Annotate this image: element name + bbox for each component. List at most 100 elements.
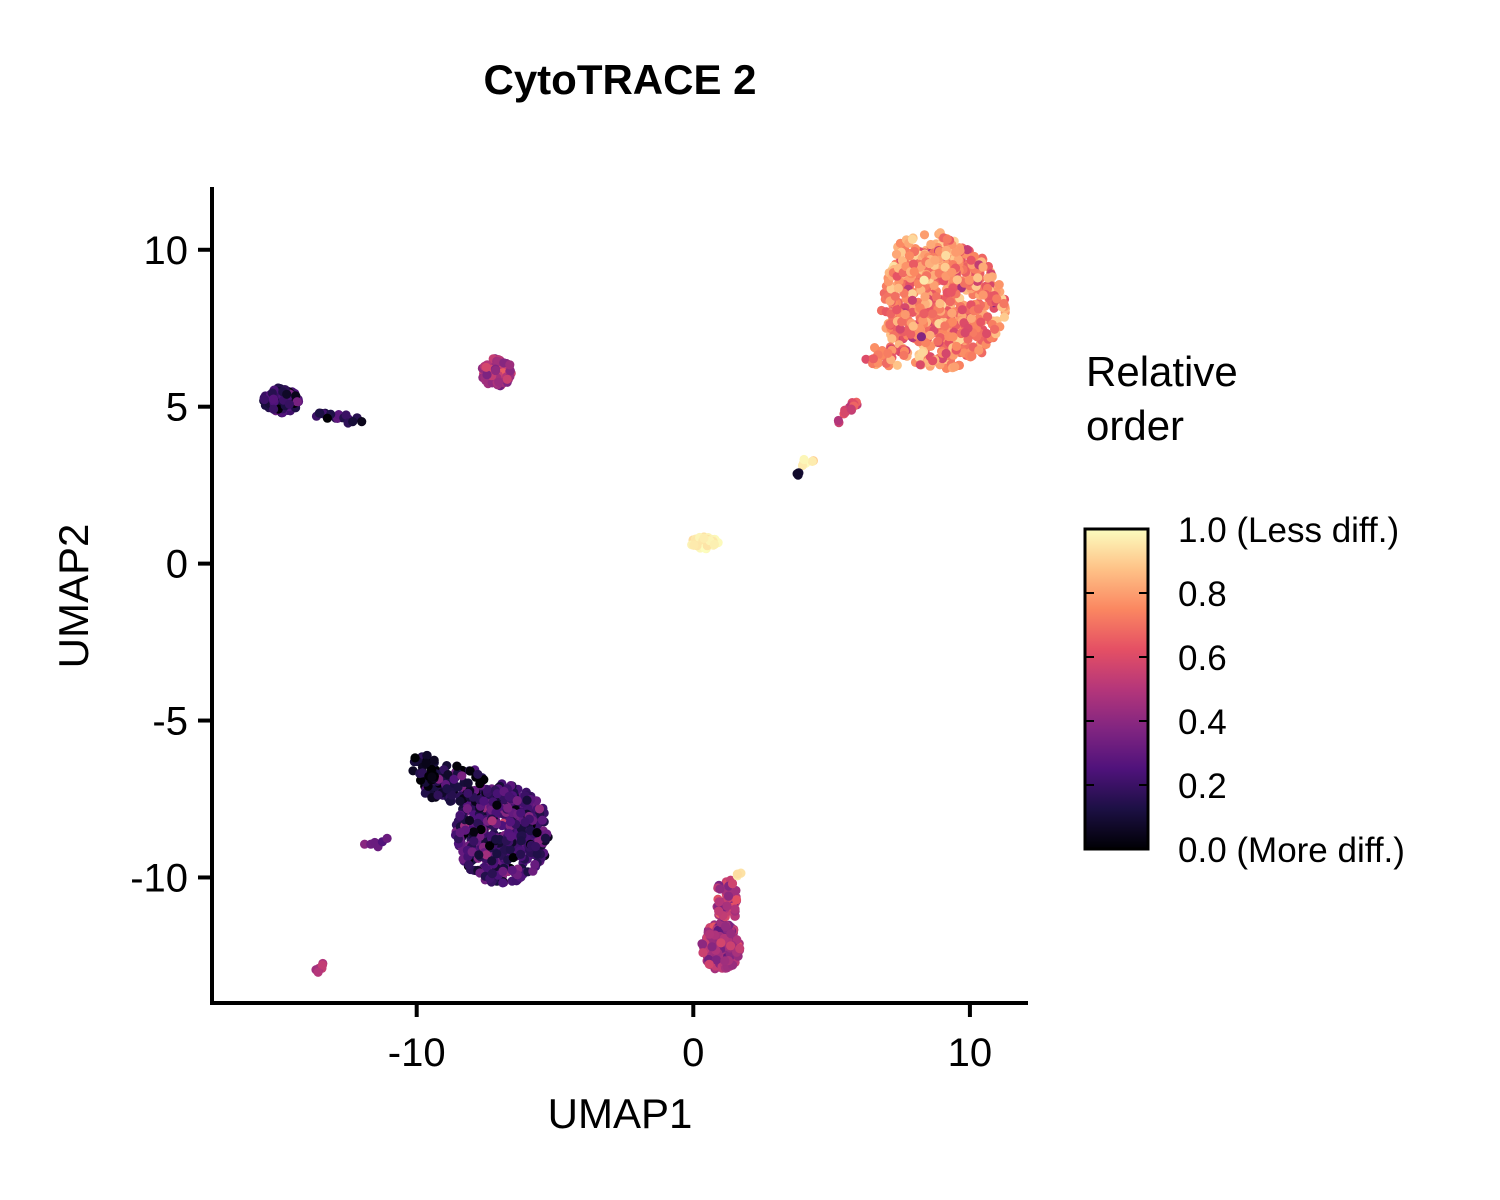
cell-point bbox=[799, 454, 809, 465]
cell-point bbox=[707, 942, 717, 952]
cell-point bbox=[964, 275, 974, 285]
cell-point bbox=[846, 404, 856, 414]
cell-point bbox=[919, 309, 929, 319]
cell-point bbox=[950, 362, 960, 372]
cell-point bbox=[474, 850, 484, 860]
cell-point bbox=[465, 766, 475, 776]
cell-point bbox=[357, 417, 367, 427]
cell-point bbox=[313, 967, 323, 977]
cell-point bbox=[714, 897, 724, 907]
cell-point bbox=[314, 408, 324, 418]
cell-point bbox=[714, 906, 724, 916]
cell-point bbox=[994, 280, 1004, 290]
cell-point bbox=[282, 389, 292, 399]
cell-point bbox=[907, 234, 918, 244]
x-axis-title: UMAP1 bbox=[548, 1090, 693, 1137]
cell-point bbox=[891, 249, 902, 259]
cell-point bbox=[893, 283, 904, 293]
cell-point bbox=[505, 817, 516, 827]
cell-point bbox=[531, 842, 541, 852]
cell-point bbox=[983, 273, 993, 283]
cell-point bbox=[421, 758, 431, 768]
cell-point bbox=[947, 317, 958, 327]
cell-point bbox=[502, 374, 512, 384]
cell-point bbox=[929, 280, 939, 290]
cell-point bbox=[515, 849, 526, 860]
cell-point bbox=[463, 778, 473, 788]
cell-point bbox=[895, 324, 905, 334]
cell-point bbox=[452, 761, 462, 771]
cell-point bbox=[945, 297, 955, 307]
y-tick-label: -5 bbox=[152, 700, 188, 744]
cell-point bbox=[705, 929, 715, 939]
cell-point bbox=[966, 313, 977, 323]
cell-point bbox=[935, 298, 945, 309]
cell-point bbox=[926, 239, 936, 250]
cell-point bbox=[735, 944, 745, 954]
cell-point bbox=[807, 456, 817, 466]
cell-point bbox=[900, 309, 910, 320]
cell-point bbox=[422, 750, 432, 761]
cell-point bbox=[503, 803, 513, 813]
cell-point bbox=[455, 811, 465, 821]
cell-point bbox=[317, 960, 327, 970]
cell-point bbox=[697, 939, 708, 949]
cell-point bbox=[723, 891, 734, 901]
y-tick-label: 0 bbox=[166, 543, 188, 587]
cell-point bbox=[928, 356, 938, 366]
cell-point bbox=[722, 901, 732, 911]
cell-point bbox=[416, 775, 426, 785]
cell-point bbox=[476, 824, 486, 835]
cell-point bbox=[469, 827, 479, 837]
cell-point bbox=[983, 312, 993, 322]
cell-point bbox=[491, 834, 501, 845]
colorbar bbox=[1083, 527, 1150, 851]
cell-point bbox=[699, 533, 709, 543]
x-tick-label: 10 bbox=[948, 1031, 993, 1075]
cell-point bbox=[268, 394, 279, 404]
cell-point bbox=[716, 938, 726, 948]
cell-point bbox=[885, 319, 895, 329]
cell-point bbox=[455, 828, 465, 838]
cell-point bbox=[870, 343, 880, 353]
cell-point bbox=[919, 275, 929, 285]
cell-point bbox=[948, 332, 958, 342]
y-axis-title: UMAP2 bbox=[50, 524, 97, 669]
colorbar-tick-label: 0.6 bbox=[1178, 639, 1227, 678]
cell-point bbox=[269, 404, 279, 414]
cell-point bbox=[487, 869, 497, 879]
cell-point bbox=[792, 469, 802, 479]
cell-point bbox=[442, 784, 452, 794]
x-tick-label: 0 bbox=[682, 1031, 704, 1075]
cell-point bbox=[487, 816, 497, 826]
cell-point bbox=[973, 273, 983, 283]
cell-point bbox=[534, 804, 545, 814]
cell-point bbox=[892, 360, 902, 370]
cell-point bbox=[689, 540, 699, 550]
cell-point bbox=[732, 869, 743, 879]
cell-point bbox=[516, 836, 526, 846]
cell-point bbox=[909, 267, 919, 277]
cell-point bbox=[463, 788, 473, 798]
cell-point bbox=[479, 796, 489, 806]
cell-point bbox=[532, 828, 542, 838]
cell-point bbox=[941, 348, 951, 359]
cell-point bbox=[464, 860, 474, 870]
cell-point bbox=[292, 397, 302, 407]
cell-point bbox=[420, 788, 430, 798]
cell-point bbox=[284, 399, 294, 409]
cell-point bbox=[951, 341, 962, 351]
cell-point bbox=[897, 317, 907, 327]
cell-point bbox=[904, 251, 915, 261]
points-layer bbox=[259, 228, 1011, 977]
cell-point bbox=[498, 878, 508, 888]
cell-point bbox=[731, 885, 741, 896]
cell-point bbox=[382, 833, 392, 844]
cell-point bbox=[908, 259, 919, 269]
cell-point bbox=[455, 796, 465, 806]
cell-point bbox=[907, 289, 917, 299]
cell-point bbox=[892, 305, 902, 315]
cell-point bbox=[899, 350, 909, 360]
cell-point bbox=[469, 836, 479, 846]
